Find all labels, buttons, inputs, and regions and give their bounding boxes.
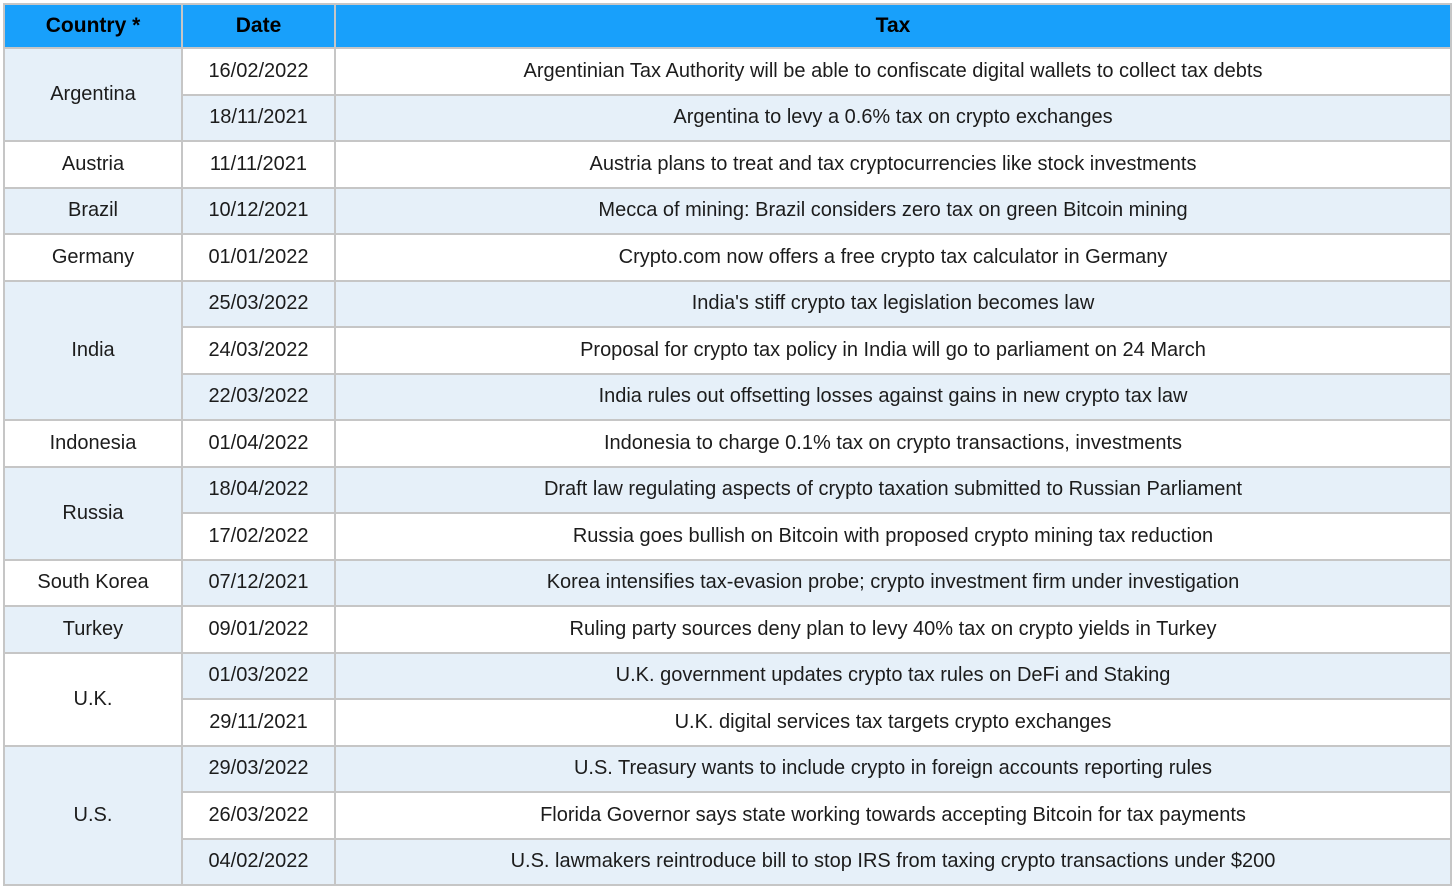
date-cell: 16/02/2022 [181, 47, 336, 96]
table-row: 18/11/2021 Argentina to levy a 0.6% tax o… [4, 93, 1452, 142]
table-row: 17/02/2022 Russia goes bullish on Bitcoin… [4, 512, 1452, 561]
date-cell: 17/02/2022 [181, 512, 336, 561]
table-row: Indonesia 01/04/2022 Indonesia to charge 0… [3, 419, 1452, 468]
date-cell: 01/04/2022 [181, 419, 336, 468]
tax-cell: Argentinian Tax Authority will be able t… [334, 47, 1452, 96]
tax-cell: Ruling party sources deny plan to levy 4… [334, 605, 1452, 654]
table-header-row: Country * Date Tax [3, 3, 1452, 49]
date-cell: 18/11/2021 [181, 93, 336, 142]
table-row: 26/03/2022 Florida Governor says state wo… [4, 791, 1452, 840]
tax-cell: Russia goes bullish on Bitcoin with prop… [334, 512, 1452, 561]
tax-cell: India's stiff crypto tax legislation bec… [334, 279, 1452, 328]
tax-cell: Crypto.com now offers a free crypto tax … [334, 233, 1452, 282]
country-cell: Brazil [3, 186, 183, 235]
table-row: Austria 11/11/2021 Austria plans to treat … [3, 140, 1452, 189]
country-cell: Turkey [3, 605, 183, 654]
tax-cell: U.K. government updates crypto tax rules… [334, 651, 1452, 700]
table-row: U.K. 01/03/2022 U.K. government updates cr… [3, 651, 1452, 747]
country-cell: U.S. [3, 744, 183, 886]
table-row: 29/11/2021 U.K. digital services tax targ… [4, 698, 1452, 747]
country-cell: Germany [3, 233, 183, 282]
date-cell: 01/01/2022 [181, 233, 336, 282]
tax-cell: Argentina to levy a 0.6% tax on crypto e… [334, 93, 1452, 142]
table-row: U.S. 29/03/2022 U.S. Treasury wants to inc… [3, 744, 1452, 886]
date-cell: 10/12/2021 [181, 186, 336, 235]
country-cell: South Korea [3, 558, 183, 607]
tax-cell: Korea intensifies tax-evasion probe; cry… [334, 558, 1452, 607]
table-row: Russia 18/04/2022 Draft law regulating asp… [3, 465, 1452, 561]
tax-cell: U.S. lawmakers reintroduce bill to stop … [334, 837, 1452, 886]
date-cell: 18/04/2022 [181, 465, 336, 514]
table-row: Turkey 09/01/2022 Ruling party sources den… [3, 605, 1452, 654]
tax-cell: Indonesia to charge 0.1% tax on crypto t… [334, 419, 1452, 468]
country-cell: India [3, 279, 183, 421]
column-header-date: Date [181, 3, 336, 49]
date-cell: 09/01/2022 [181, 605, 336, 654]
date-cell: 22/03/2022 [181, 372, 336, 421]
date-cell: 25/03/2022 [181, 279, 336, 328]
country-cell: Argentina [3, 47, 183, 142]
tax-cell: Proposal for crypto tax policy in India … [334, 326, 1452, 375]
country-cell: Austria [3, 140, 183, 189]
tax-cell: India rules out offsetting losses agains… [334, 372, 1452, 421]
table-row: 04/02/2022 U.S. lawmakers reintroduce bil… [4, 837, 1452, 886]
table-row: Germany 01/01/2022 Crypto.com now offers a… [3, 233, 1452, 282]
table-row: 24/03/2022 Proposal for crypto tax policy… [4, 326, 1452, 375]
date-cell: 29/11/2021 [181, 698, 336, 747]
date-cell: 24/03/2022 [181, 326, 336, 375]
country-cell: Indonesia [3, 419, 183, 468]
date-cell: 29/03/2022 [181, 744, 336, 793]
table-row: South Korea 07/12/2021 Korea intensifies t… [3, 558, 1452, 607]
date-cell: 11/11/2021 [181, 140, 336, 189]
date-cell: 26/03/2022 [181, 791, 336, 840]
tax-cell: U.K. digital services tax targets crypto… [334, 698, 1452, 747]
country-cell: Russia [3, 465, 183, 561]
date-cell: 04/02/2022 [181, 837, 336, 886]
table-row: Argentina 16/02/2022 Argentinian Tax Autho… [3, 47, 1452, 142]
date-cell: 07/12/2021 [181, 558, 336, 607]
tax-cell: Draft law regulating aspects of crypto t… [334, 465, 1452, 514]
crypto-tax-news-table: Country * Date Tax Argentina 16/02/2022 Ar… [3, 3, 1452, 886]
tax-cell: Austria plans to treat and tax cryptocur… [334, 140, 1452, 189]
tax-cell: U.S. Treasury wants to include crypto in… [334, 744, 1452, 793]
country-cell: U.K. [3, 651, 183, 747]
table-row: Brazil 10/12/2021 Mecca of mining: Brazil … [3, 186, 1452, 235]
table-row: India 25/03/2022 India's stiff crypto tax … [3, 279, 1452, 421]
tax-cell: Florida Governor says state working towa… [334, 791, 1452, 840]
date-cell: 01/03/2022 [181, 651, 336, 700]
tax-cell: Mecca of mining: Brazil considers zero t… [334, 186, 1452, 235]
column-header-tax: Tax [334, 3, 1452, 49]
column-header-country: Country * [3, 3, 183, 49]
table-row: 22/03/2022 India rules out offsetting los… [4, 372, 1452, 421]
table-body: Argentina 16/02/2022 Argentinian Tax Autho… [3, 47, 1452, 886]
